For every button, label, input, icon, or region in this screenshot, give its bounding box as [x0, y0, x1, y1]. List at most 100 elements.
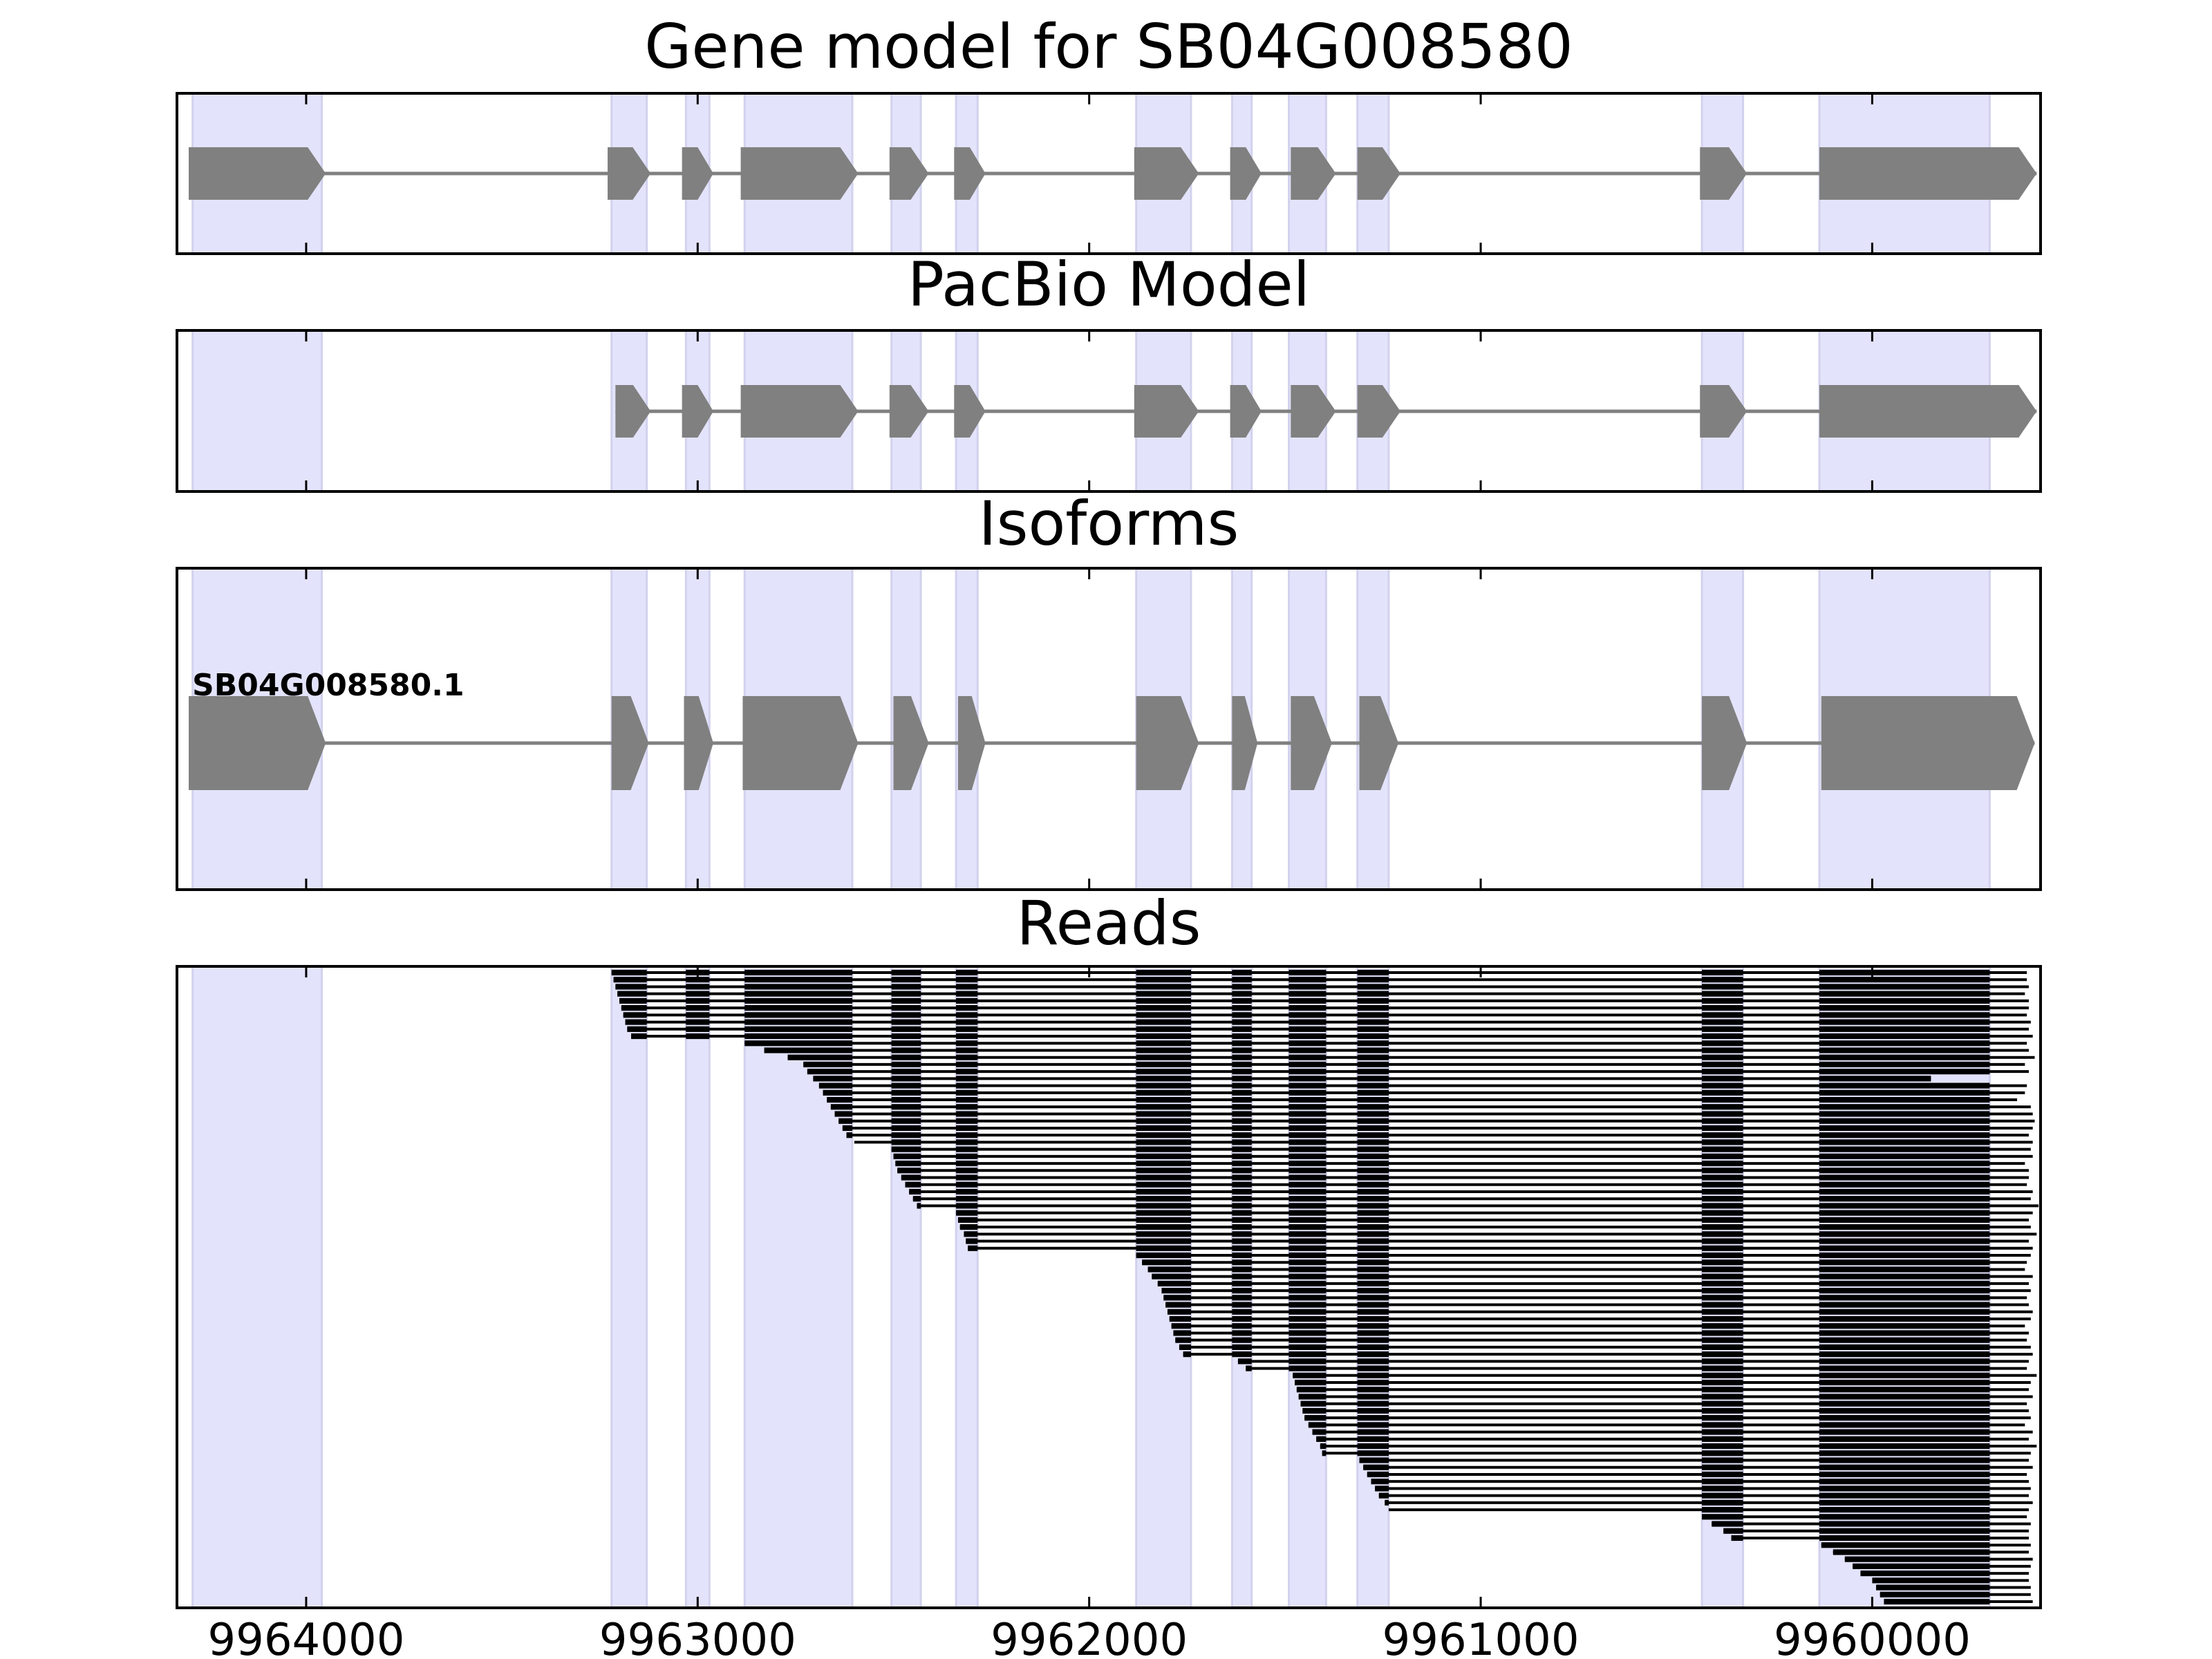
read-block [891, 1104, 921, 1110]
read-block [1819, 1407, 1990, 1414]
read-block [956, 1033, 978, 1040]
read-block [1819, 1521, 1990, 1527]
read-block [1136, 1012, 1191, 1018]
read-block [1357, 991, 1389, 997]
read-block [1702, 1005, 1743, 1011]
read-block [1288, 1280, 1327, 1286]
read-block [1232, 997, 1252, 1004]
read-block [1819, 1012, 1990, 1018]
read-block [1357, 1096, 1389, 1103]
read-block [1288, 1069, 1327, 1075]
read-block [1385, 1499, 1389, 1506]
read-block [891, 1089, 921, 1096]
read-block [1357, 1238, 1389, 1244]
read-block [1288, 1047, 1327, 1053]
read-block [1288, 1245, 1327, 1251]
read-block [1702, 1436, 1743, 1442]
read-block [1232, 991, 1252, 997]
read-block [1819, 1181, 1990, 1188]
read-block [1232, 1181, 1252, 1188]
read-block [1357, 1054, 1389, 1060]
read-block [1367, 1471, 1389, 1478]
read-block [1819, 1266, 1990, 1273]
read-block [1171, 1323, 1191, 1329]
read-block [1819, 969, 1990, 976]
read-block [1876, 1584, 1990, 1591]
read-block [1232, 1104, 1252, 1110]
read-block [1357, 997, 1389, 1004]
read-block [1232, 1118, 1252, 1124]
read-block [1819, 1323, 1990, 1329]
read-block [1357, 1337, 1389, 1343]
read-block [1819, 1203, 1990, 1209]
read-block [1819, 1132, 1990, 1138]
read-block [1819, 1210, 1990, 1216]
read-block [917, 1203, 921, 1209]
read-block [1819, 1436, 1990, 1442]
read-block [1819, 1394, 1990, 1400]
exon-arrow [1232, 696, 1258, 790]
read-block [1357, 1280, 1389, 1286]
read-block [1819, 1309, 1990, 1315]
read-block [1288, 1323, 1327, 1329]
read-block [1702, 1429, 1743, 1435]
read-block [1702, 1464, 1743, 1470]
exon-arrow [682, 147, 713, 200]
read-block [956, 1174, 978, 1181]
read-block [1702, 1358, 1743, 1365]
read-block [956, 1005, 978, 1011]
read-block [1136, 1019, 1191, 1025]
read-block [1702, 1082, 1743, 1089]
read-block [1702, 1217, 1743, 1223]
read-block [625, 1019, 647, 1025]
read-block [1357, 1394, 1389, 1400]
read-block [1702, 969, 1743, 976]
read-block [1359, 1457, 1389, 1463]
read-block [1357, 1443, 1389, 1450]
read-block [1288, 1238, 1327, 1244]
read-block [956, 984, 978, 990]
read-block [1357, 1089, 1389, 1096]
read-block [1296, 1387, 1327, 1393]
read-block [956, 1089, 978, 1096]
read-block [1702, 1188, 1743, 1195]
read-block [1232, 1288, 1252, 1294]
exon-arrow [1700, 147, 1747, 200]
read-block [744, 1019, 853, 1025]
read-block [1819, 1464, 1990, 1470]
read-block [744, 1033, 853, 1040]
read-block [1293, 1372, 1327, 1378]
read-block [1872, 1577, 1990, 1584]
panel-frame [176, 329, 2042, 493]
read-block [1819, 1302, 1990, 1308]
read-block [1232, 1309, 1252, 1315]
read-block [1136, 1076, 1191, 1082]
read-block [1819, 1422, 1990, 1428]
read-block [1357, 1400, 1389, 1407]
exon-arrow [1136, 696, 1199, 790]
read-block [1357, 1033, 1389, 1040]
read-block [891, 1125, 921, 1132]
read-block [846, 1132, 853, 1138]
read-block [1702, 977, 1743, 983]
read-block [968, 1245, 978, 1251]
exon-arrow [188, 147, 326, 200]
read-block [1173, 1330, 1191, 1336]
read-block [1232, 1337, 1252, 1343]
read-block [611, 969, 647, 976]
read-block [1357, 1259, 1389, 1266]
read-block [1357, 1210, 1389, 1216]
read-block [1702, 1111, 1743, 1117]
read-block [1288, 984, 1327, 990]
read-block [956, 1160, 978, 1167]
read-block [1702, 1266, 1743, 1273]
panel-isoforms: Isoforms SB04G008580.1 [176, 488, 2042, 891]
read-block [891, 1005, 921, 1011]
read-block [1363, 1464, 1389, 1470]
exon-arrow [740, 147, 859, 200]
read-block [1819, 1238, 1990, 1244]
read-block [891, 984, 921, 990]
read-block [1819, 1514, 1990, 1520]
read-block [1702, 1168, 1743, 1174]
read-block [1288, 1174, 1327, 1181]
